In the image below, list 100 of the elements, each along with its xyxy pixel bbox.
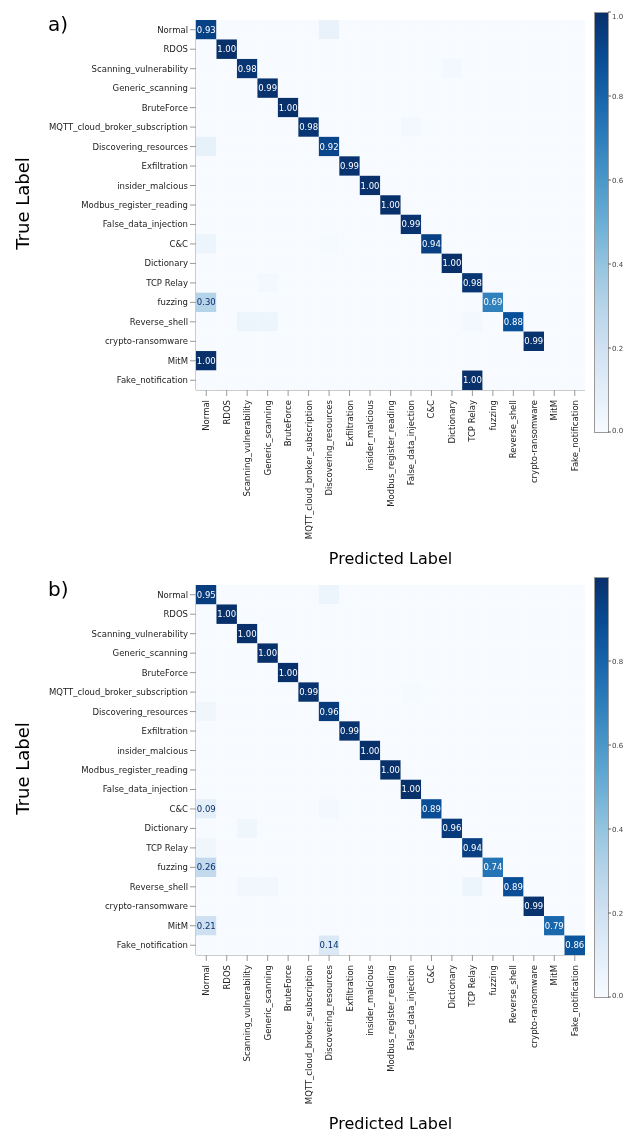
x-axis-title: Predicted Label	[327, 549, 454, 568]
x-tick-label: RDOS	[221, 400, 232, 425]
data-label: 0.99	[401, 219, 421, 230]
x-tick-label: MQTT_cloud_broker_subscription	[303, 965, 314, 1105]
x-tick-label: RDOS	[221, 965, 232, 990]
data-label: 0.98	[462, 277, 482, 288]
x-tick-label: Fake_notification	[569, 965, 580, 1037]
y-tick-label: Dictionary	[144, 823, 188, 834]
y-tick-label: MitM	[167, 355, 188, 366]
y-tick-label: Modbus_register_reading	[81, 765, 188, 776]
data-label: 0.99	[299, 687, 319, 698]
y-tick-label: Discovering_resources	[92, 706, 189, 717]
y-axis-title: True Label	[11, 721, 33, 817]
x-tick-label: MitM	[549, 965, 560, 986]
data-label: 0.86	[565, 940, 585, 951]
y-tick-label: crypto-ransomware	[104, 336, 188, 347]
data-label: 0.88	[503, 316, 523, 327]
data-label: 0.94	[462, 842, 482, 853]
x-tick-label: crypto-ransomware	[528, 965, 539, 1049]
x-axis-title: Predicted Label	[327, 1114, 454, 1133]
data-label: 1.00	[278, 102, 298, 113]
y-tick-label: MitM	[167, 920, 188, 931]
data-label: 0.14	[319, 940, 339, 951]
x-tick-label: False_data_injection	[405, 400, 416, 486]
x-tick-label: Exfiltration	[344, 400, 355, 447]
x-tick-label: crypto-ransomware	[528, 400, 539, 484]
x-tick-label: Fake_notification	[569, 400, 580, 472]
y-tick-label: BruteForce	[141, 667, 188, 678]
y-tick-label: Normal	[157, 589, 188, 600]
data-label: 0.96	[319, 706, 339, 717]
data-label: 0.99	[340, 726, 360, 737]
y-tick-label: False_data_injection	[102, 784, 188, 795]
data-label: 0.26	[196, 862, 216, 873]
chart-title: b)	[48, 577, 69, 601]
x-tick-label: TCP Relay	[467, 965, 478, 1008]
x-tick-label: TCP Relay	[467, 400, 478, 443]
y-tick-label: crypto-ransomware	[104, 901, 188, 912]
x-tick-label: Dictionary	[446, 965, 457, 1009]
data-label: 0.99	[524, 336, 544, 347]
y-tick-label: Generic_scanning	[112, 648, 188, 659]
data-label: 0.30	[196, 297, 216, 308]
chart-title: a)	[48, 12, 69, 36]
x-tick-label: Dictionary	[446, 400, 457, 444]
data-label: 0.93	[196, 24, 216, 35]
y-tick-label: Scanning_vulnerability	[91, 63, 188, 74]
y-tick-label: TCP Relay	[145, 842, 188, 853]
data-label: 1.00	[442, 258, 462, 269]
x-tick-label: Generic_scanning	[262, 400, 273, 476]
x-tick-label: fuzzing	[487, 400, 498, 431]
x-tick-label: Modbus_register_reading	[385, 400, 396, 507]
data-label: 1.00	[217, 609, 237, 620]
x-tick-label: Scanning_vulnerability	[242, 965, 253, 1062]
data-label: 0.98	[237, 63, 257, 74]
data-label: 0.89	[421, 803, 441, 814]
data-label: 1.00	[196, 355, 216, 366]
data-label: 1.00	[462, 375, 482, 386]
x-tick-label: insider_malcious	[365, 399, 376, 471]
y-tick-label: Dictionary	[144, 258, 188, 269]
y-tick-label: TCP Relay	[145, 277, 188, 288]
y-tick-label: RDOS	[163, 609, 188, 620]
y-axis-title: True Label	[11, 156, 33, 252]
data-label: 0.79	[544, 920, 564, 931]
x-tick-label: Generic_scanning	[262, 965, 273, 1041]
data-label: 1.00	[278, 667, 298, 678]
x-tick-label: BruteForce	[283, 400, 294, 447]
y-tick-label: False_data_injection	[102, 219, 188, 230]
data-label: 1.00	[360, 745, 380, 756]
data-label: 1.00	[381, 200, 400, 210]
y-tick-label: Generic_scanning	[112, 83, 188, 94]
x-tick-label: Normal	[201, 400, 212, 431]
x-tick-label: C&C	[426, 399, 437, 419]
y-tick-label: Discovering_resources	[92, 141, 189, 152]
data-label: 0.09	[196, 803, 216, 814]
y-tick-label: Reverse_shell	[129, 316, 188, 327]
x-tick-label: fuzzing	[487, 965, 498, 996]
y-tick-label: insider_malcious	[117, 180, 189, 191]
y-tick-label: Exfiltration	[141, 161, 188, 172]
x-tick-label: C&C	[426, 964, 437, 984]
data-label: 1.00	[258, 648, 278, 659]
x-tick-label: MQTT_cloud_broker_subscription	[303, 400, 314, 540]
data-label: 0.89	[503, 881, 523, 892]
x-tick-label: Reverse_shell	[508, 965, 519, 1024]
y-tick-label: Scanning_vulnerability	[91, 628, 188, 639]
data-label: 0.94	[421, 238, 441, 249]
y-tick-label: Normal	[157, 24, 188, 35]
x-tick-label: MitM	[549, 400, 560, 421]
data-label: 1.00	[381, 765, 400, 775]
y-tick-label: Modbus_register_reading	[81, 200, 188, 211]
data-label: 1.00	[217, 44, 237, 55]
y-tick-label: BruteForce	[141, 102, 188, 113]
y-tick-label: Reverse_shell	[129, 881, 188, 892]
data-label: 0.98	[299, 122, 319, 133]
data-label: 0.92	[319, 141, 339, 152]
x-tick-label: Discovering_resources	[324, 964, 335, 1061]
x-tick-label: Reverse_shell	[508, 400, 519, 459]
x-tick-label: Normal	[201, 965, 212, 996]
x-tick-label: insider_malcious	[365, 964, 376, 1036]
y-tick-label: Fake_notification	[116, 375, 188, 386]
y-tick-label: insider_malcious	[117, 745, 189, 756]
x-tick-label: Scanning_vulnerability	[242, 400, 253, 497]
